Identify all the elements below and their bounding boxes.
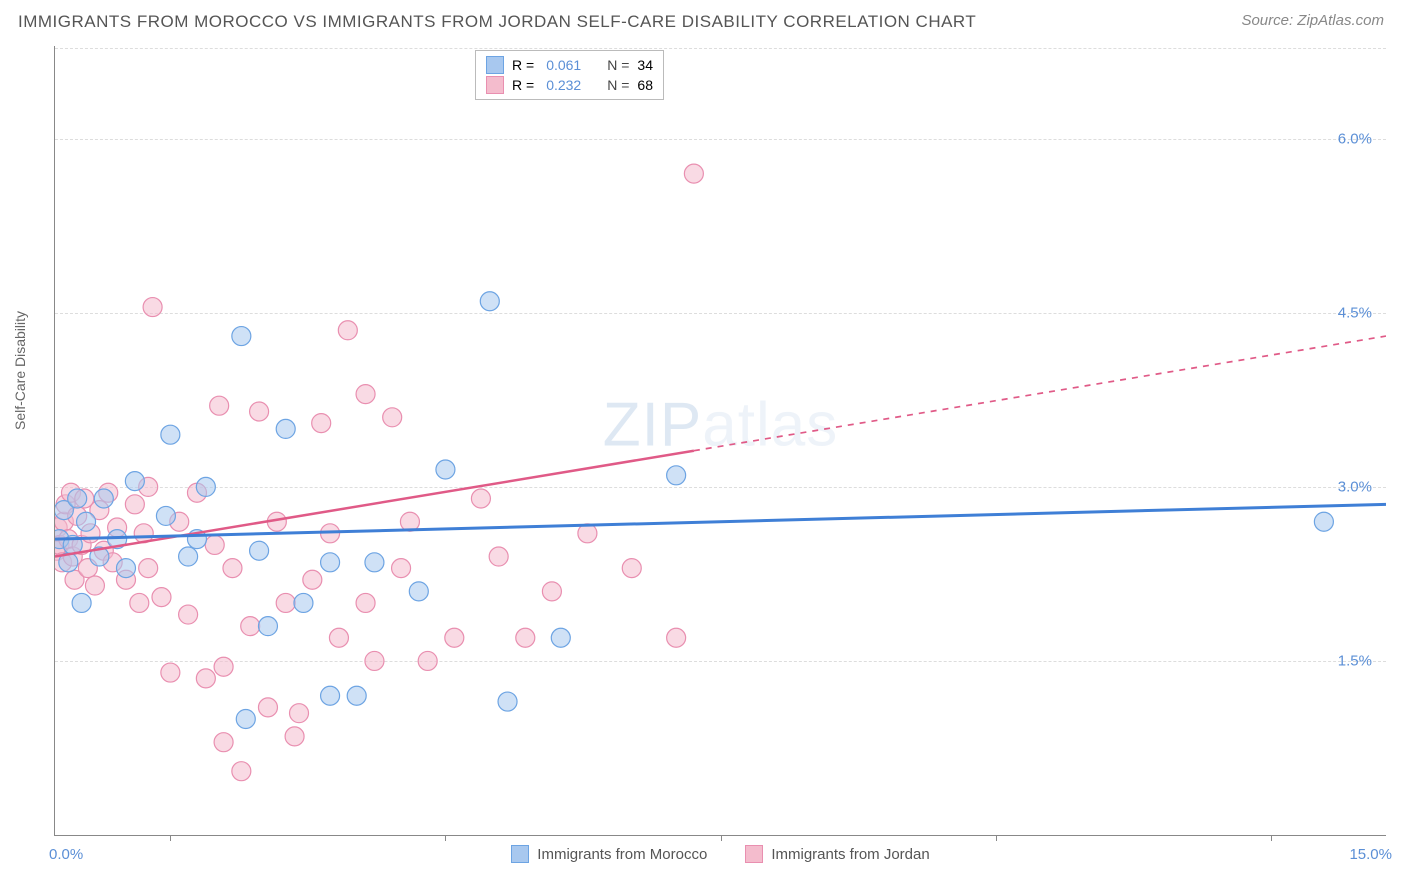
data-point [85,576,104,595]
legend-stat-row: R = 0.061 N = 34 [486,55,653,75]
data-point [365,651,384,670]
data-point [471,489,490,508]
data-point [232,327,251,346]
data-point [409,582,428,601]
data-point [72,593,91,612]
x-tick-label: 0.0% [49,846,83,863]
data-point [161,425,180,444]
data-point [77,512,96,531]
data-point [68,489,87,508]
data-point [684,164,703,183]
legend-bottom: Immigrants from Morocco Immigrants from … [55,845,1386,863]
series-swatch-morocco [486,56,504,74]
trend-line [55,504,1386,539]
data-point [356,385,375,404]
chart-title: IMMIGRANTS FROM MOROCCO VS IMMIGRANTS FR… [18,12,976,32]
trend-line [55,451,694,557]
data-point [258,698,277,717]
data-point [143,298,162,317]
y-axis-label: Self-Care Disability [12,311,28,430]
data-point [241,617,260,636]
data-point [338,321,357,340]
legend-item-morocco: Immigrants from Morocco [511,845,707,863]
data-point [196,669,215,688]
stat-n-value: 68 [637,77,653,93]
data-point [321,686,340,705]
data-point [356,593,375,612]
data-point [258,617,277,636]
legend-stats: R = 0.061 N = 34 R = 0.232 N = 68 [475,50,664,100]
data-point [516,628,535,647]
data-point [250,402,269,421]
data-point [161,663,180,682]
data-point [130,593,149,612]
source-attribution: Source: ZipAtlas.com [1241,12,1384,29]
legend-label: Immigrants from Jordan [771,846,929,863]
data-point [139,559,158,578]
chart-svg [55,46,1386,835]
data-point [94,489,113,508]
data-point [125,472,144,491]
data-point [223,559,242,578]
legend-stat-row: R = 0.232 N = 68 [486,75,653,95]
data-point [116,559,135,578]
stat-n-label: N = [607,57,629,73]
data-point [250,541,269,560]
stat-r-label: R = [512,57,534,73]
x-tick-label: 15.0% [1349,846,1392,863]
data-point [542,582,561,601]
data-point [347,686,366,705]
data-point [551,628,570,647]
data-point [179,605,198,624]
data-point [210,396,229,415]
data-point [276,419,295,438]
data-point [667,466,686,485]
data-point [285,727,304,746]
data-point [276,593,295,612]
series-swatch-morocco [511,845,529,863]
data-point [365,553,384,572]
legend-item-jordan: Immigrants from Jordan [745,845,929,863]
data-point [214,733,233,752]
data-point [392,559,411,578]
data-point [290,704,309,723]
data-point [125,495,144,514]
data-point [312,414,331,433]
data-point [445,628,464,647]
series-swatch-jordan [745,845,763,863]
data-point [303,570,322,589]
stat-r-label: R = [512,77,534,93]
plot-area: ZIPatlas R = 0.061 N = 34 R = 0.232 N = … [54,46,1386,836]
data-point [418,651,437,670]
stat-n-value: 34 [637,57,653,73]
data-point [232,762,251,781]
data-point [236,709,255,728]
data-point [383,408,402,427]
trend-line-dashed [694,336,1386,451]
data-point [489,547,508,566]
data-point [622,559,641,578]
data-point [321,553,340,572]
data-point [152,588,171,607]
data-point [1314,512,1333,531]
data-point [205,535,224,554]
stat-r-value: 0.061 [546,57,581,73]
data-point [196,477,215,496]
stat-r-value: 0.232 [546,77,581,93]
data-point [436,460,455,479]
data-point [498,692,517,711]
data-point [667,628,686,647]
data-point [480,292,499,311]
legend-label: Immigrants from Morocco [537,846,707,863]
data-point [156,506,175,525]
data-point [179,547,198,566]
series-swatch-jordan [486,76,504,94]
stat-n-label: N = [607,77,629,93]
data-point [214,657,233,676]
data-point [294,593,313,612]
data-point [329,628,348,647]
